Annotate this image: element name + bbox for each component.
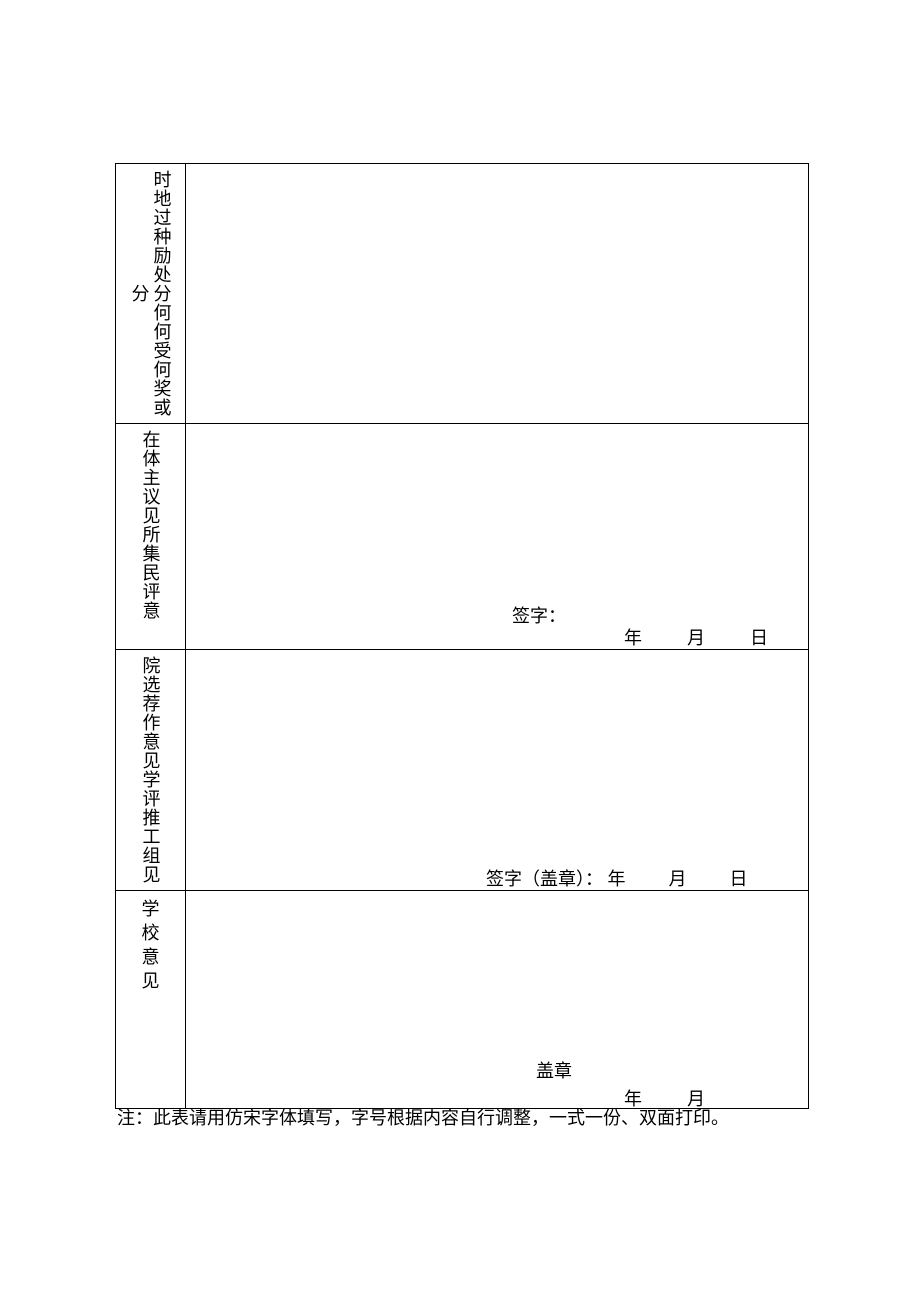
label-text: 院选荐作意见学评推工组见 (140, 656, 162, 884)
footer-note: 注：此表请用仿宋字体填写，字号根据内容自行调整，一式一份、双面打印。 (117, 1104, 729, 1130)
row-school-opinion: 学校意见 盖章 年 月 (116, 891, 809, 1109)
label-academy-recommendation: 院选荐作意见学评推工组见 (116, 650, 186, 891)
content-collective-review: 签字： 年 月 日 (186, 424, 809, 650)
label-collective-review: 在体主议见所集民评意 (116, 424, 186, 650)
year-label: 年 (608, 869, 626, 889)
signature-date-line: 签字（盖章）： 年 月 日 (486, 865, 748, 891)
row-academy-recommendation: 院选荐作意见学评推工组见 签字（盖章）： 年 月 日 (116, 650, 809, 891)
label-text: 在体主议见所集民评意 (140, 430, 162, 620)
row-collective-review: 在体主议见所集民评意 签字： 年 月 日 (116, 424, 809, 650)
seal-label: 盖章 (536, 1057, 572, 1083)
content-awards-punishments (186, 164, 809, 424)
day-label: 日 (730, 869, 748, 889)
content-school-opinion: 盖章 年 月 (186, 891, 809, 1109)
month-label: 月 (669, 869, 687, 889)
row-awards-punishments: 分 时地过种励处分何何受何奖或 (116, 164, 809, 424)
label-text: 学校意见 (124, 897, 177, 993)
content-academy-recommendation: 签字（盖章）： 年 月 日 (186, 650, 809, 891)
signature-label: 签字： (512, 602, 566, 628)
signature-label: 签字（盖章）： (486, 869, 603, 889)
label-text-col1: 时地过种励处分何何受何奖或 (151, 170, 173, 417)
day-label: 日 (750, 628, 768, 648)
month-label: 月 (687, 628, 705, 648)
form-table: 分 时地过种励处分何何受何奖或 在体主议见所集民评意 签字： 年 月 日 院选 (115, 163, 809, 1109)
label-awards-punishments: 分 时地过种励处分何何受何奖或 (116, 164, 186, 424)
label-text-col2: 分 (129, 284, 151, 303)
date-line: 年 月 日 (624, 624, 768, 650)
label-school-opinion: 学校意见 (116, 891, 186, 1109)
year-label: 年 (624, 628, 642, 648)
